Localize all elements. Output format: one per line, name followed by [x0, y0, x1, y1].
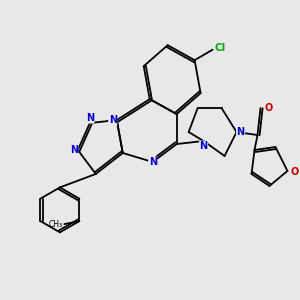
Text: O: O: [264, 103, 272, 113]
Text: N: N: [148, 157, 157, 167]
Text: N: N: [109, 115, 117, 125]
Text: O: O: [290, 167, 299, 178]
Text: N: N: [86, 113, 94, 123]
Text: Cl: Cl: [215, 44, 226, 53]
Text: N: N: [200, 141, 208, 151]
Text: N: N: [236, 127, 245, 137]
Text: CH₃: CH₃: [49, 220, 63, 229]
Text: N: N: [70, 145, 78, 155]
